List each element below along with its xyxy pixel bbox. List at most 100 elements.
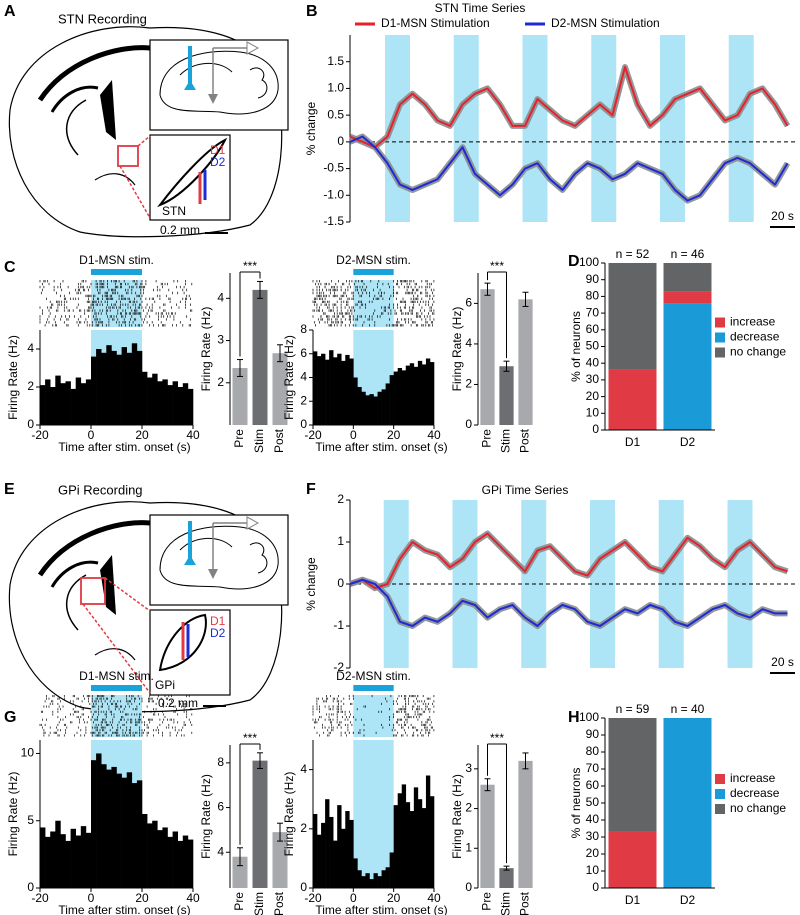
y-tick-label: 2 bbox=[337, 492, 344, 506]
category-label: D1 bbox=[625, 435, 641, 449]
region-box bbox=[117, 145, 139, 167]
bar bbox=[252, 289, 268, 425]
y-tick-label: 1.0 bbox=[327, 81, 344, 95]
hist-bar bbox=[333, 840, 338, 888]
legend-label: D1-MSN Stimulation bbox=[381, 16, 490, 30]
x-tick-label: -20 bbox=[304, 428, 322, 442]
stacked-bar bbox=[663, 263, 712, 292]
y-axis-label: % of neurons bbox=[569, 768, 583, 839]
y-tick-label: 1 bbox=[337, 534, 344, 548]
hist-bar bbox=[45, 379, 51, 425]
category-label: Stim bbox=[499, 892, 513, 915]
x-tick-label: 20 bbox=[387, 891, 401, 905]
category-label: Post bbox=[272, 428, 286, 453]
x-tick-label: 40 bbox=[427, 891, 441, 905]
raster bbox=[39, 280, 193, 327]
y-axis-label: Firing Rate (Hz) bbox=[6, 335, 20, 420]
n-label: n = 52 bbox=[616, 247, 650, 261]
hist-bar bbox=[329, 350, 334, 425]
hist-bar bbox=[401, 784, 407, 888]
hist-bar bbox=[55, 375, 61, 425]
hist-bar bbox=[60, 834, 66, 888]
hist-bar bbox=[317, 356, 322, 425]
category-label: D1 bbox=[625, 893, 641, 907]
hist-bar bbox=[401, 370, 407, 425]
line-spread bbox=[349, 576, 788, 629]
y-tick-label: 1 bbox=[465, 840, 472, 854]
hist-bar bbox=[126, 772, 133, 888]
x-tick-label: 0 bbox=[88, 891, 95, 905]
hist-bar bbox=[361, 876, 366, 888]
hist-bar bbox=[369, 879, 374, 888]
hist-bar bbox=[357, 387, 362, 425]
hist-bar bbox=[313, 351, 318, 425]
y-tick-label: 0 bbox=[592, 422, 599, 436]
hist-bar bbox=[337, 353, 342, 425]
gpi-outline bbox=[158, 613, 207, 672]
zoom-line bbox=[119, 165, 151, 219]
legend-label: no change bbox=[730, 345, 786, 359]
x-axis-label: Time after stim. onset (s) bbox=[58, 440, 190, 454]
panel-label: G bbox=[4, 709, 16, 726]
bar bbox=[518, 299, 533, 425]
region-label: STN bbox=[162, 204, 186, 218]
y-axis-label: % change bbox=[304, 101, 318, 155]
chart-title: D2-MSN stim. bbox=[336, 669, 411, 683]
x-axis-label: Time after stim. onset (s) bbox=[315, 903, 447, 915]
stim-band bbox=[591, 35, 617, 222]
hist-bar bbox=[182, 835, 189, 888]
hist-bar bbox=[80, 826, 87, 888]
raster-shade bbox=[353, 280, 394, 327]
hist-bar bbox=[425, 775, 431, 888]
hist-bar bbox=[349, 819, 354, 888]
hist-bar bbox=[131, 783, 138, 888]
y-axis-label: Firing Rate (Hz) bbox=[450, 774, 464, 859]
y-tick-label: 2 bbox=[465, 801, 472, 815]
hist-bar bbox=[70, 388, 76, 425]
y-tick-label: 8 bbox=[300, 322, 307, 336]
panel-label: H bbox=[568, 709, 580, 726]
raster-shade bbox=[353, 695, 394, 737]
y-tick-label: 30 bbox=[586, 372, 600, 386]
hist-bar bbox=[131, 343, 138, 425]
y-tick-label: 0 bbox=[465, 880, 472, 894]
stacked-bar bbox=[663, 303, 712, 430]
category-label: Stim bbox=[499, 429, 513, 453]
hist-bar bbox=[385, 383, 390, 425]
category-label: Pre bbox=[232, 429, 246, 448]
region-box bbox=[80, 577, 106, 605]
y-axis-label: Firing Rate (Hz) bbox=[199, 307, 213, 392]
y-tick-label: 10 bbox=[586, 863, 600, 877]
x-axis-label: Time after stim. onset (s) bbox=[315, 440, 447, 454]
y-tick-label: 4 bbox=[300, 370, 307, 384]
stacked-bar bbox=[608, 369, 657, 430]
legend-label: D2-MSN Stimulation bbox=[551, 16, 660, 30]
y-tick-label: 2 bbox=[217, 375, 224, 389]
hist-bar bbox=[357, 870, 362, 888]
y-tick-label: 50 bbox=[586, 795, 600, 809]
y-axis-label: Firing Rate (Hz) bbox=[282, 772, 296, 857]
scale-bar-label: 20 s bbox=[771, 655, 794, 669]
x-tick-label: 0 bbox=[350, 428, 357, 442]
hist-bar bbox=[85, 832, 92, 888]
hist-bar bbox=[80, 383, 87, 425]
hist-bar bbox=[40, 385, 46, 425]
hist-bar bbox=[121, 347, 127, 425]
hist-bar bbox=[177, 840, 184, 888]
stim-band bbox=[522, 35, 548, 222]
category-label: Post bbox=[272, 891, 286, 915]
hist-bar bbox=[162, 379, 168, 425]
hist-bar bbox=[373, 396, 378, 425]
y-tick-label: 6 bbox=[217, 800, 224, 814]
panel-label: C bbox=[4, 259, 16, 276]
hist-bar bbox=[329, 816, 334, 888]
y-tick-label: 0 bbox=[27, 880, 34, 894]
line-spread bbox=[348, 64, 791, 151]
hist-bar bbox=[417, 799, 423, 888]
hist-bar bbox=[353, 858, 358, 888]
hist-bar bbox=[121, 777, 127, 888]
y-tick-label: 4 bbox=[300, 762, 307, 776]
chart-title: STN Time Series bbox=[435, 1, 526, 15]
stim-indicator bbox=[91, 269, 142, 275]
hist-bar bbox=[70, 828, 76, 888]
